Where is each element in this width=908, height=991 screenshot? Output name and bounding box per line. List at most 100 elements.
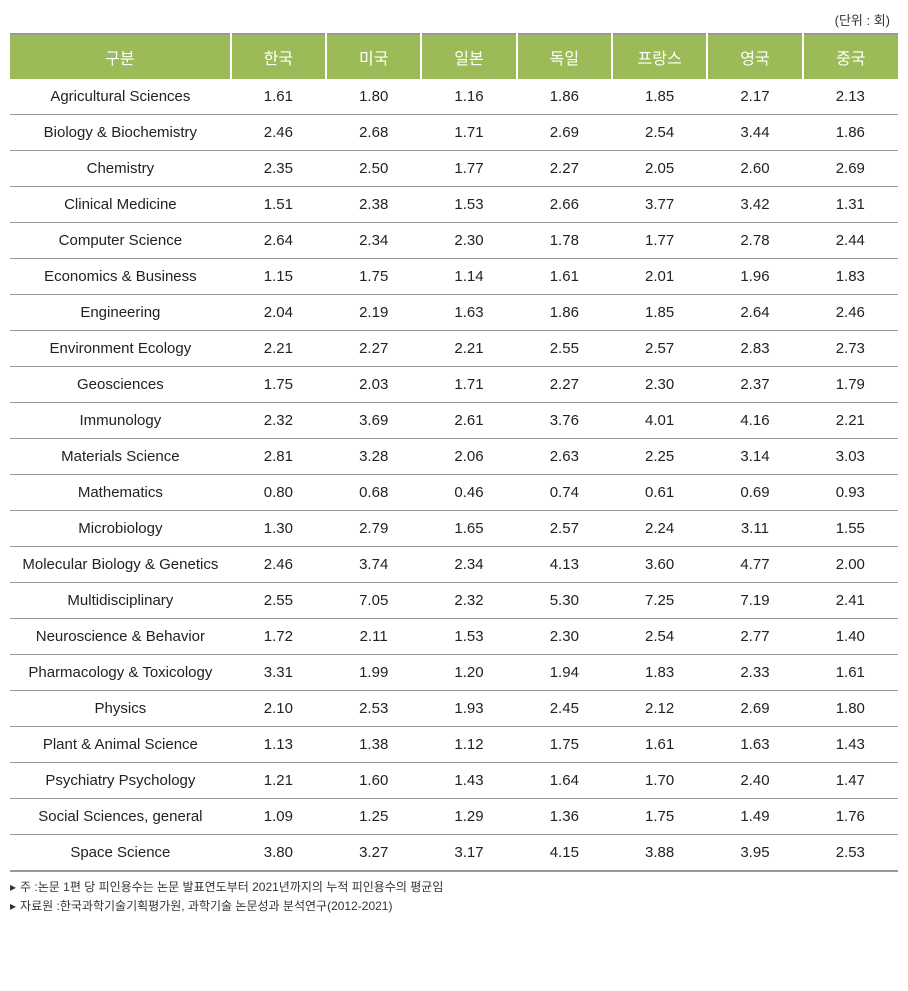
- footnote-1-label: 주 :: [20, 878, 38, 897]
- table-row: Geosciences1.752.031.712.272.302.371.79: [10, 367, 898, 403]
- cell-value: 2.21: [803, 403, 898, 439]
- table-row: Biology & Biochemistry2.462.681.712.692.…: [10, 115, 898, 151]
- cell-value: 1.93: [421, 691, 516, 727]
- cell-value: 3.44: [707, 115, 802, 151]
- cell-value: 3.77: [612, 187, 707, 223]
- row-label: Materials Science: [10, 439, 231, 475]
- header-uk: 영국: [707, 34, 802, 79]
- cell-value: 2.21: [231, 331, 326, 367]
- cell-value: 1.63: [707, 727, 802, 763]
- cell-value: 1.77: [612, 223, 707, 259]
- cell-value: 1.76: [803, 799, 898, 835]
- row-label: Neuroscience & Behavior: [10, 619, 231, 655]
- cell-value: 1.75: [612, 799, 707, 835]
- cell-value: 2.69: [803, 151, 898, 187]
- cell-value: 1.80: [326, 79, 421, 115]
- cell-value: 7.19: [707, 583, 802, 619]
- cell-value: 1.86: [517, 79, 612, 115]
- cell-value: 1.77: [421, 151, 516, 187]
- cell-value: 1.40: [803, 619, 898, 655]
- footnote-1: ▸ 주 : 논문 1편 당 피인용수는 논문 발표연도부터 2021년까지의 누…: [10, 878, 898, 897]
- row-label: Chemistry: [10, 151, 231, 187]
- cell-value: 2.10: [231, 691, 326, 727]
- table-row: Microbiology1.302.791.652.572.243.111.55: [10, 511, 898, 547]
- cell-value: 1.51: [231, 187, 326, 223]
- cell-value: 2.35: [231, 151, 326, 187]
- cell-value: 0.74: [517, 475, 612, 511]
- row-label: Economics & Business: [10, 259, 231, 295]
- row-label: Computer Science: [10, 223, 231, 259]
- table-row: Economics & Business1.151.751.141.612.01…: [10, 259, 898, 295]
- cell-value: 5.30: [517, 583, 612, 619]
- cell-value: 2.41: [803, 583, 898, 619]
- table-row: Agricultural Sciences1.611.801.161.861.8…: [10, 79, 898, 115]
- cell-value: 1.49: [707, 799, 802, 835]
- cell-value: 1.94: [517, 655, 612, 691]
- cell-value: 2.73: [803, 331, 898, 367]
- cell-value: 1.25: [326, 799, 421, 835]
- cell-value: 1.61: [803, 655, 898, 691]
- table-row: Environment Ecology2.212.272.212.552.572…: [10, 331, 898, 367]
- cell-value: 1.60: [326, 763, 421, 799]
- unit-label: (단위 : 회): [10, 10, 898, 29]
- row-label: Space Science: [10, 835, 231, 872]
- cell-value: 2.69: [517, 115, 612, 151]
- cell-value: 1.12: [421, 727, 516, 763]
- cell-value: 1.55: [803, 511, 898, 547]
- row-label: Clinical Medicine: [10, 187, 231, 223]
- cell-value: 2.55: [517, 331, 612, 367]
- table-body: Agricultural Sciences1.611.801.161.861.8…: [10, 79, 898, 871]
- footnotes: ▸ 주 : 논문 1편 당 피인용수는 논문 발표연도부터 2021년까지의 누…: [10, 878, 898, 916]
- cell-value: 2.44: [803, 223, 898, 259]
- cell-value: 7.05: [326, 583, 421, 619]
- cell-value: 1.30: [231, 511, 326, 547]
- cell-value: 1.61: [517, 259, 612, 295]
- header-germany: 독일: [517, 34, 612, 79]
- row-label: Social Sciences, general: [10, 799, 231, 835]
- cell-value: 2.64: [707, 295, 802, 331]
- cell-value: 2.03: [326, 367, 421, 403]
- row-label: Multidisciplinary: [10, 583, 231, 619]
- table-row: Clinical Medicine1.512.381.532.663.773.4…: [10, 187, 898, 223]
- cell-value: 2.05: [612, 151, 707, 187]
- header-korea: 한국: [231, 34, 326, 79]
- cell-value: 1.31: [803, 187, 898, 223]
- cell-value: 2.40: [707, 763, 802, 799]
- cell-value: 2.57: [517, 511, 612, 547]
- cell-value: 1.47: [803, 763, 898, 799]
- cell-value: 4.77: [707, 547, 802, 583]
- cell-value: 1.21: [231, 763, 326, 799]
- cell-value: 3.31: [231, 655, 326, 691]
- cell-value: 1.85: [612, 295, 707, 331]
- cell-value: 3.03: [803, 439, 898, 475]
- cell-value: 3.76: [517, 403, 612, 439]
- cell-value: 1.75: [231, 367, 326, 403]
- cell-value: 1.36: [517, 799, 612, 835]
- footnote-2-label: 자료원 :: [20, 897, 60, 916]
- cell-value: 1.43: [803, 727, 898, 763]
- table-row: Mathematics0.800.680.460.740.610.690.93: [10, 475, 898, 511]
- cell-value: 2.60: [707, 151, 802, 187]
- cell-value: 2.57: [612, 331, 707, 367]
- cell-value: 3.95: [707, 835, 802, 872]
- cell-value: 2.00: [803, 547, 898, 583]
- table-row: Multidisciplinary2.557.052.325.307.257.1…: [10, 583, 898, 619]
- cell-value: 1.83: [803, 259, 898, 295]
- cell-value: 2.04: [231, 295, 326, 331]
- cell-value: 1.09: [231, 799, 326, 835]
- cell-value: 2.38: [326, 187, 421, 223]
- cell-value: 1.61: [612, 727, 707, 763]
- footnote-marker-icon: ▸: [10, 878, 16, 897]
- row-label: Psychiatry Psychology: [10, 763, 231, 799]
- cell-value: 2.11: [326, 619, 421, 655]
- cell-value: 3.69: [326, 403, 421, 439]
- cell-value: 2.06: [421, 439, 516, 475]
- cell-value: 2.53: [803, 835, 898, 872]
- table-row: Psychiatry Psychology1.211.601.431.641.7…: [10, 763, 898, 799]
- cell-value: 2.32: [421, 583, 516, 619]
- row-label: Molecular Biology & Genetics: [10, 547, 231, 583]
- row-label: Geosciences: [10, 367, 231, 403]
- cell-value: 2.55: [231, 583, 326, 619]
- cell-value: 1.53: [421, 619, 516, 655]
- cell-value: 2.66: [517, 187, 612, 223]
